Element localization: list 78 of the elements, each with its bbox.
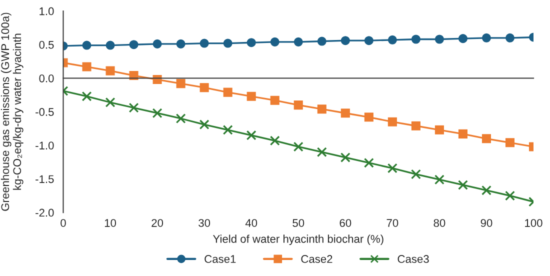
- point: [294, 37, 303, 46]
- point: [505, 33, 515, 42]
- point: [129, 40, 138, 50]
- point: [293, 142, 304, 152]
- x-tick-label: 30: [198, 219, 210, 227]
- legend-label: Case2: [301, 255, 332, 263]
- point: [152, 108, 162, 118]
- point: [176, 79, 186, 88]
- point: [176, 113, 186, 124]
- point: [482, 134, 491, 144]
- point: [316, 147, 327, 158]
- y-tick-label: 0.0: [39, 74, 54, 82]
- y-tick-label: -2.0: [36, 208, 54, 217]
- point: [317, 104, 326, 114]
- point: [200, 38, 209, 48]
- point: [364, 112, 374, 122]
- point: [106, 40, 115, 50]
- point: [505, 138, 515, 148]
- y-tick-label: -1.0: [36, 142, 54, 150]
- point: [482, 33, 491, 42]
- point: [364, 36, 374, 46]
- point: [246, 92, 256, 101]
- point: [82, 91, 92, 102]
- point: [504, 190, 515, 201]
- point: [458, 34, 468, 44]
- x-tick-label: 90: [480, 219, 492, 227]
- x-tick-label: 70: [386, 219, 398, 227]
- point: [176, 39, 186, 48]
- point: [340, 36, 350, 46]
- point: [270, 136, 280, 146]
- x-tick-label: 50: [292, 219, 304, 227]
- point: [223, 88, 232, 97]
- y-tick-label: 1.0: [40, 7, 54, 16]
- y-tick-label: -0.5: [36, 108, 54, 116]
- x-tick-label: 60: [340, 219, 352, 227]
- y-tick-label: 0.5: [39, 40, 54, 49]
- point: [434, 174, 444, 185]
- point: [200, 83, 209, 92]
- x-tick-label: 40: [245, 219, 258, 227]
- point: [317, 36, 326, 46]
- point: [246, 38, 256, 48]
- point: [411, 121, 420, 130]
- point: [105, 97, 116, 108]
- x-tick-label: 100: [525, 219, 542, 227]
- point: [270, 37, 280, 46]
- point: [387, 163, 398, 174]
- point: [246, 130, 256, 140]
- point: [340, 152, 350, 162]
- point: [128, 102, 139, 113]
- point: [434, 125, 444, 134]
- point: [222, 124, 233, 135]
- point: [434, 34, 444, 44]
- legend-label: Case3: [398, 255, 429, 263]
- x-tick-label: 10: [104, 219, 116, 227]
- point: [82, 40, 92, 50]
- point: [411, 34, 420, 44]
- point: [458, 129, 468, 138]
- x-tick-label: 0: [60, 219, 66, 227]
- point: [410, 169, 421, 180]
- y-tick-label: -1.5: [36, 175, 54, 184]
- point: [270, 96, 280, 105]
- point: [458, 180, 468, 190]
- point: [199, 120, 210, 130]
- point: [223, 38, 232, 48]
- point: [106, 66, 115, 76]
- x-axis-title: Yield of water hyacinth biochar (%): [212, 234, 384, 246]
- point: [82, 62, 92, 72]
- point: [152, 39, 162, 48]
- point: [340, 108, 350, 118]
- x-tick-label: 80: [434, 219, 446, 227]
- point: [481, 185, 492, 196]
- x-tick-label: 20: [152, 219, 164, 227]
- point: [388, 117, 397, 126]
- point: [364, 158, 374, 168]
- point: [294, 100, 303, 110]
- y-axis-title: Greenhouse gas emissions (GWP 100a) kg-CO₂eq/kg-dry water hyacinth: [0, 12, 24, 211]
- legend-label: Case1: [204, 255, 236, 263]
- point: [388, 35, 397, 44]
